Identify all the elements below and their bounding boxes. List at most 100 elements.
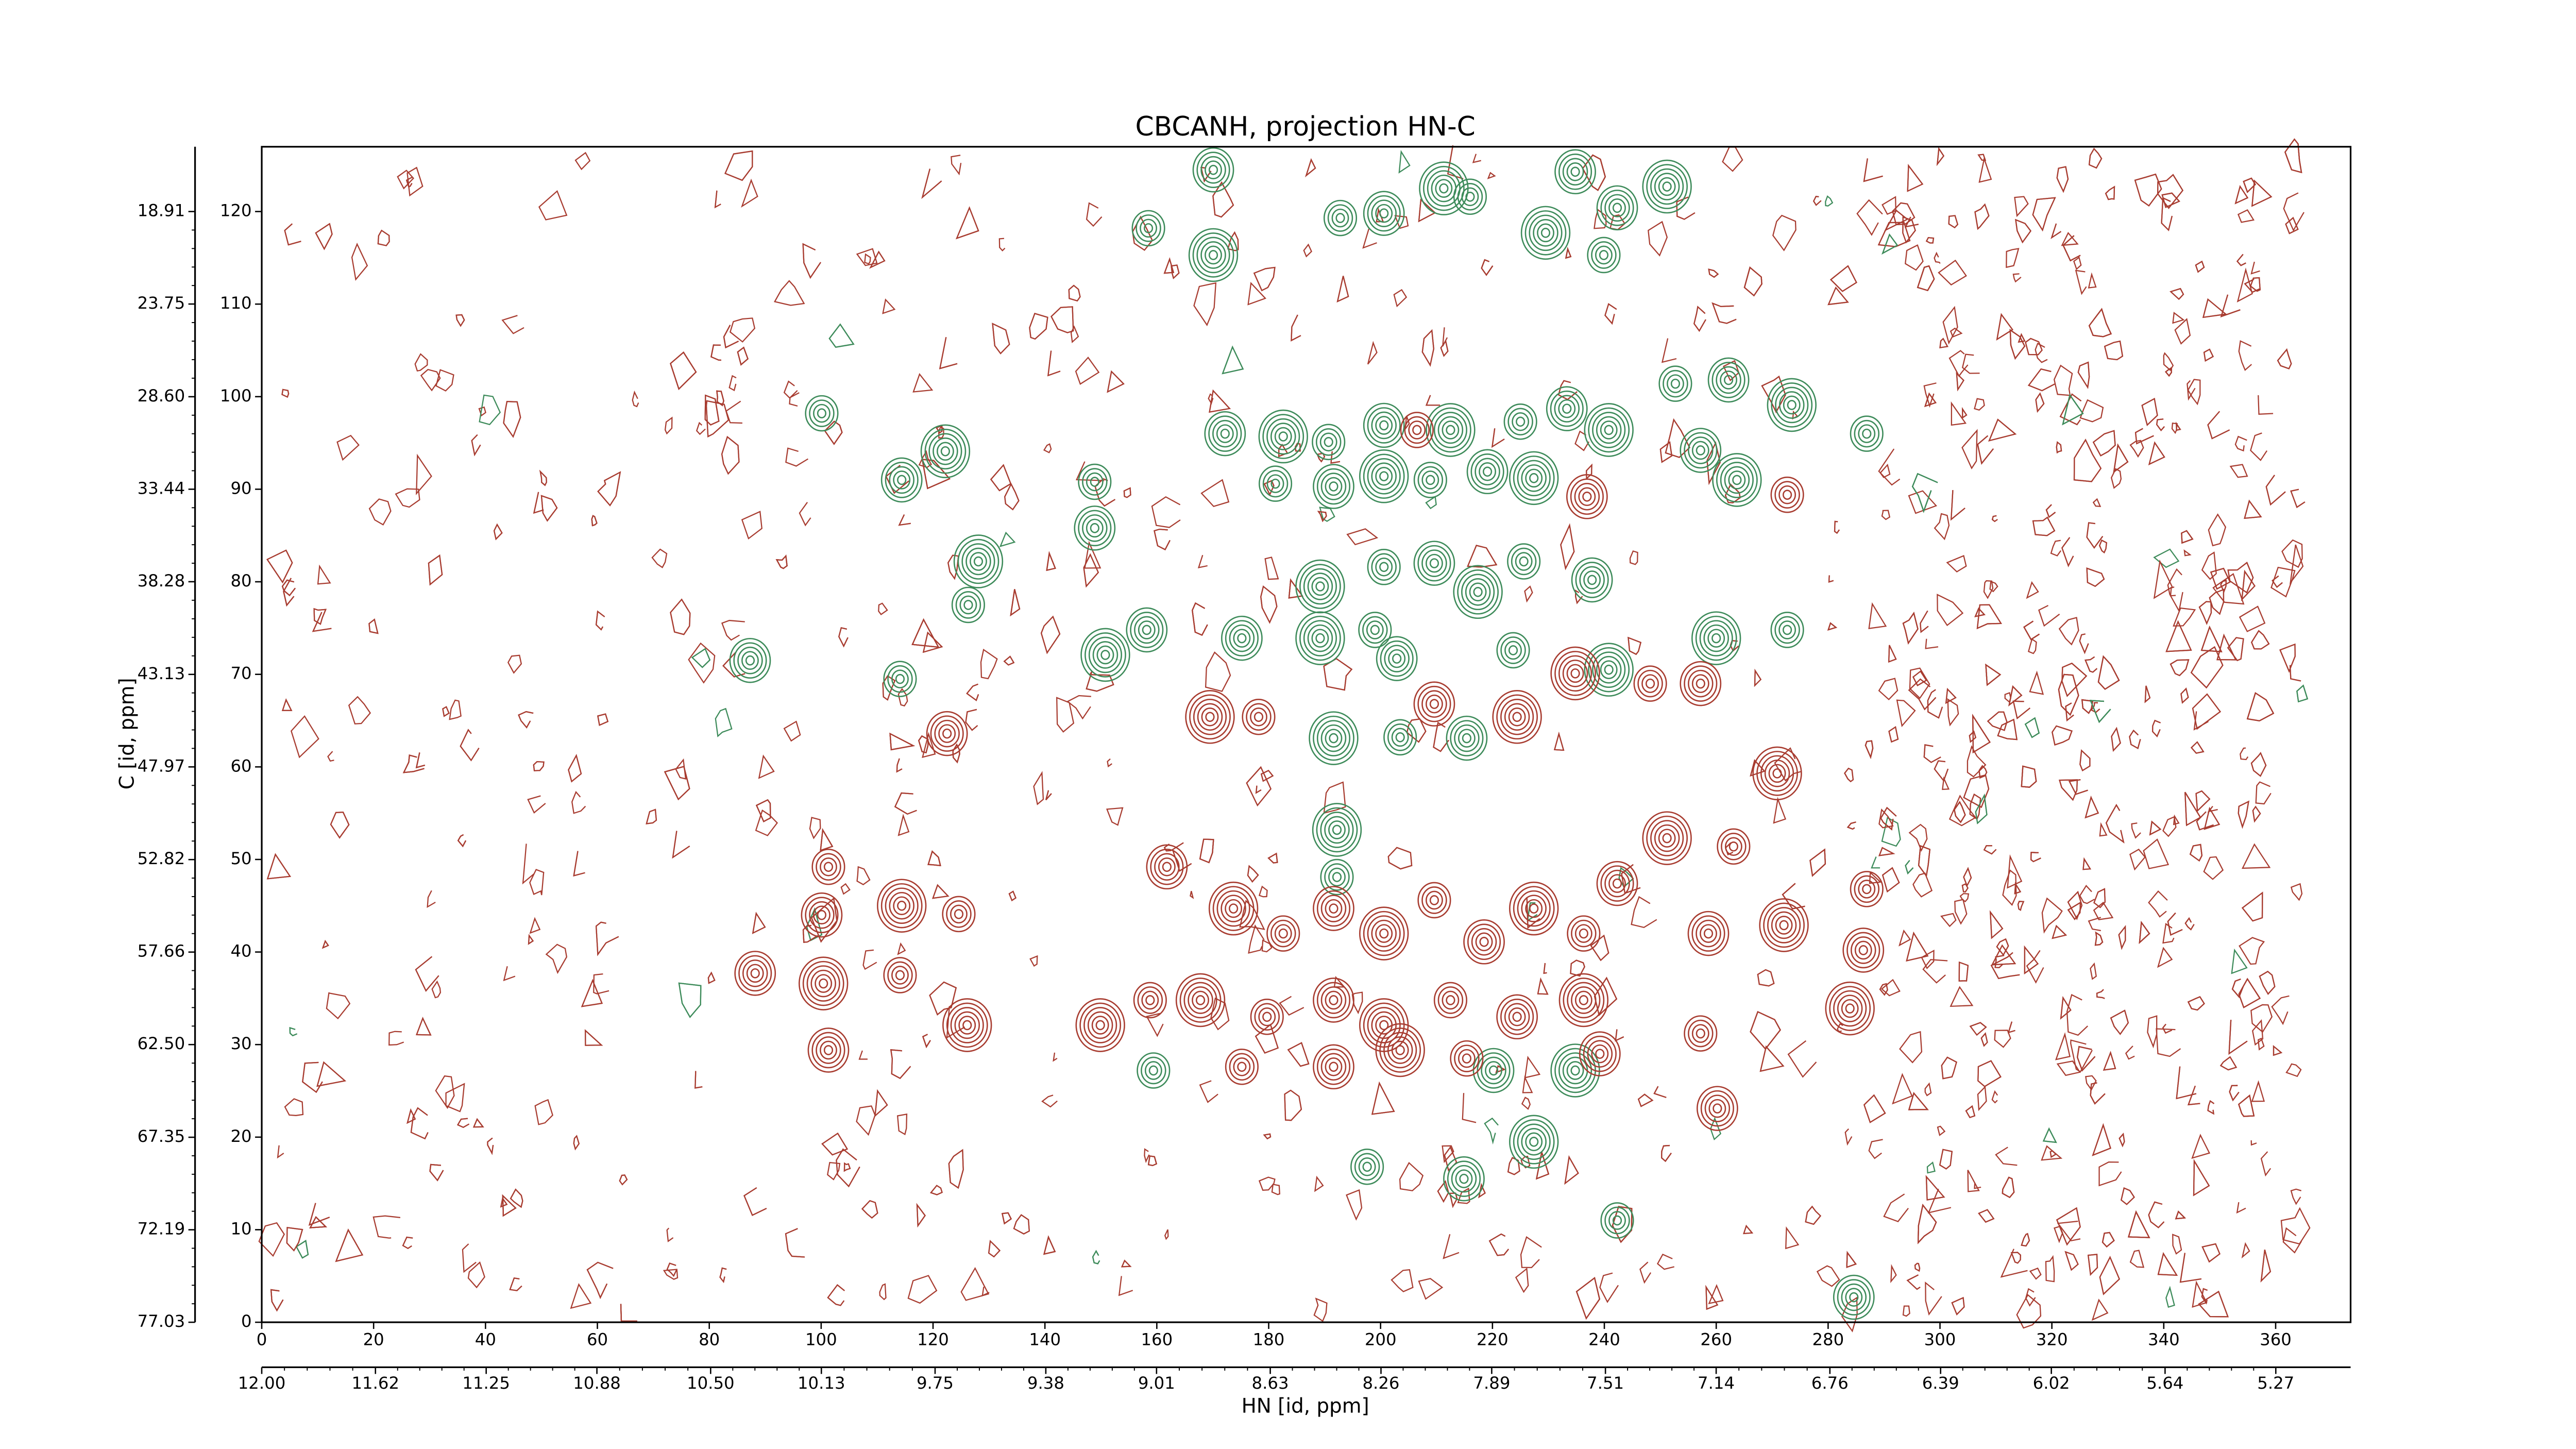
noise-contour <box>2144 685 2151 703</box>
contour-ring <box>1772 768 1782 779</box>
peak <box>1413 462 1447 498</box>
contour-ring <box>1075 998 1125 1052</box>
noise-contour <box>574 151 591 171</box>
peak <box>1770 476 1804 513</box>
contour-ring <box>1335 213 1345 223</box>
contour-ring <box>1421 690 1447 718</box>
contour-ring <box>1362 1161 1372 1172</box>
contour-ring <box>1451 1165 1477 1193</box>
noise-contour <box>2068 779 2088 795</box>
noise-contour <box>2014 882 2022 895</box>
contour-ring <box>940 446 951 457</box>
contour-ring <box>1770 612 1804 648</box>
contour-ring <box>1524 210 1567 256</box>
noise-contour <box>2045 1255 2055 1283</box>
peak <box>1633 665 1667 702</box>
noise-contour <box>2170 288 2184 300</box>
noise-contour <box>1053 1052 1058 1062</box>
noise-contour <box>1995 1147 2018 1166</box>
contour-ring <box>1507 543 1541 580</box>
noise-contour <box>1106 807 1124 826</box>
contour-ring <box>1315 428 1342 456</box>
contour-ring <box>1363 191 1405 236</box>
noise-contour <box>1975 793 1988 824</box>
noise-contour <box>2234 435 2247 452</box>
noise-contour <box>1917 265 1935 292</box>
noise-contour <box>2099 1256 2121 1295</box>
contour-ring <box>889 891 914 920</box>
noise-contour <box>1656 1253 1675 1270</box>
noise-contour <box>479 394 501 426</box>
contour-ring <box>1688 436 1714 464</box>
contour-ring <box>1421 886 1447 914</box>
peak <box>1433 982 1467 1019</box>
noise-contour <box>1909 667 1930 699</box>
noise-contour <box>462 1243 477 1273</box>
contour-ring <box>1554 1048 1596 1093</box>
noise-contour <box>1543 963 1547 974</box>
contour-ring <box>1473 587 1483 597</box>
noise-contour <box>1977 1060 2002 1087</box>
noise-contour <box>1936 147 1945 166</box>
y-tick-label: 100 <box>220 386 252 406</box>
noise-contour <box>2246 692 2275 722</box>
contour-ring <box>1246 703 1272 731</box>
contour-ring <box>1764 760 1790 787</box>
peak <box>1417 882 1451 919</box>
peak <box>1443 1156 1485 1202</box>
contour-ring <box>1329 733 1338 744</box>
noise-contour <box>2030 852 2041 863</box>
noise-contour <box>416 1017 432 1036</box>
x-tick-label: 0 <box>257 1330 267 1350</box>
noise-contour <box>898 514 911 526</box>
x2-tick-label: 8.26 <box>1362 1373 1399 1393</box>
noise-contour <box>597 471 621 507</box>
contour-ring <box>1760 755 1794 792</box>
contour-ring <box>1596 185 1638 231</box>
contour-ring <box>1225 620 1259 656</box>
noise-contour <box>1939 1149 1953 1170</box>
x2-tick-label: 9.75 <box>917 1373 954 1393</box>
x2-tick-label: 9.38 <box>1027 1373 1064 1393</box>
peak <box>1767 378 1817 432</box>
contour-ring <box>1253 712 1264 722</box>
contour-ring <box>1842 928 1885 973</box>
peak <box>1192 147 1234 193</box>
contour-ring <box>1421 470 1439 490</box>
noise-contour <box>1462 1093 1477 1123</box>
noise-contour <box>2027 368 2055 392</box>
noise-contour <box>1246 766 1272 807</box>
noise-contour <box>1743 266 1762 297</box>
noise-contour <box>2238 340 2252 371</box>
contour-ring <box>1363 402 1405 448</box>
contour-ring <box>1833 990 1867 1027</box>
contour-ring <box>1558 973 1609 1027</box>
noise-contour <box>802 924 818 943</box>
peak <box>1600 1202 1634 1239</box>
peak <box>1453 178 1487 215</box>
peak <box>1313 978 1354 1023</box>
contour-ring <box>1574 482 1600 511</box>
noise-contour <box>1056 697 1075 733</box>
noise-contour <box>2174 318 2191 345</box>
contour-ring <box>1696 678 1705 689</box>
noise-contour <box>2007 854 2023 889</box>
noise-contour <box>1346 1189 1363 1221</box>
x-tick-label: 220 <box>1477 1330 1509 1350</box>
noise-contour <box>1947 698 1959 727</box>
noise-contour <box>2210 567 2231 590</box>
noise-contour <box>581 979 603 1007</box>
noise-contour <box>312 612 332 632</box>
contour-ring <box>1266 418 1300 455</box>
contour-ring <box>1426 403 1476 457</box>
noise-contour <box>327 751 334 762</box>
contour-ring <box>1519 556 1529 567</box>
noise-contour <box>1908 823 1928 852</box>
noise-contour <box>1147 1155 1158 1167</box>
contour-ring <box>962 1020 972 1031</box>
noise-contour <box>632 390 639 408</box>
contour-ring <box>1509 881 1559 936</box>
peak <box>799 956 849 1010</box>
noise-contour <box>755 799 771 822</box>
noise-contour <box>2170 659 2190 677</box>
